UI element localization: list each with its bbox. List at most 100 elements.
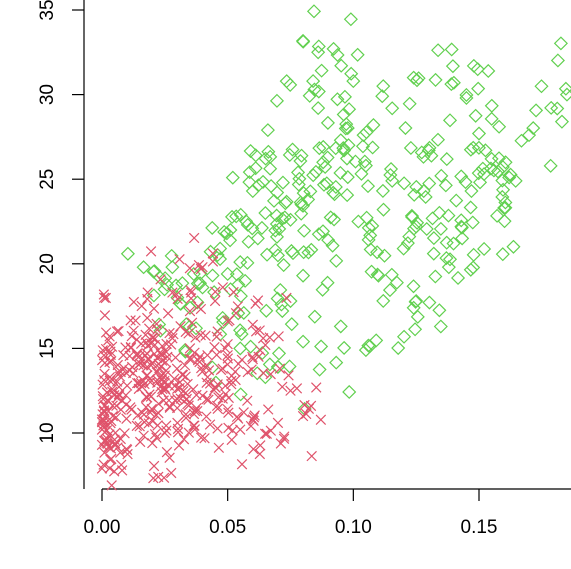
data-point-diamond (391, 340, 406, 356)
data-point-diamond (217, 224, 232, 239)
data-point-diamond (466, 58, 481, 73)
data-point-cross (164, 452, 175, 463)
data-point-cross (148, 472, 159, 484)
data-point-cross (121, 413, 132, 424)
data-point-diamond (402, 96, 417, 111)
data-point-diamond (329, 355, 344, 370)
data-point-diamond (554, 114, 569, 129)
data-point-diamond (270, 248, 285, 263)
data-point-diamond (477, 241, 492, 257)
data-point-diamond (277, 210, 292, 225)
data-point-diamond (269, 229, 285, 244)
data-point-diamond (283, 293, 298, 309)
data-point-diamond (376, 202, 391, 217)
data-point-cross (230, 307, 242, 319)
series-crosses (96, 232, 327, 491)
data-point-cross (98, 289, 110, 300)
data-point-diamond (384, 267, 399, 282)
data-point-cross (220, 388, 231, 400)
data-point-diamond (164, 248, 179, 263)
data-point-cross (161, 425, 172, 436)
data-point-diamond (330, 92, 345, 107)
data-point-diamond (407, 187, 422, 202)
data-point-cross (111, 326, 123, 337)
data-point-diamond (459, 90, 474, 106)
data-point-diamond (325, 238, 340, 253)
data-point-cross (152, 420, 163, 431)
data-point-diamond (316, 177, 332, 192)
data-point-diamond (248, 148, 263, 163)
data-point-diamond (273, 282, 288, 298)
data-point-cross (118, 349, 129, 361)
data-point-diamond (188, 321, 204, 336)
data-point-diamond (146, 264, 161, 279)
data-point-cross (155, 274, 166, 285)
data-point-diamond (343, 12, 358, 27)
y-tick-label: 20 (37, 253, 58, 274)
data-point-diamond (301, 192, 316, 207)
data-point-diamond (498, 200, 513, 215)
data-point-cross (143, 323, 155, 334)
data-point-cross (278, 433, 290, 444)
data-point-cross (184, 305, 196, 317)
data-point-cross (184, 263, 196, 274)
data-point-cross (223, 407, 234, 418)
data-point-diamond (215, 310, 230, 325)
data-point-diamond (550, 53, 565, 68)
data-point-cross (191, 403, 202, 414)
data-point-diamond (471, 81, 486, 96)
data-point-diamond (283, 77, 298, 92)
data-point-cross (112, 359, 124, 371)
data-point-diamond (422, 140, 437, 155)
data-point-cross (135, 358, 146, 369)
data-point-cross (103, 441, 114, 453)
data-point-diamond (369, 333, 384, 348)
data-point-diamond (484, 98, 499, 113)
data-point-diamond (478, 143, 493, 158)
data-point-diamond (336, 141, 351, 156)
data-point-diamond (506, 239, 521, 254)
data-point-cross (190, 332, 201, 343)
data-point-diamond (396, 241, 411, 256)
data-point-cross (297, 410, 309, 422)
data-point-diamond (269, 216, 284, 232)
data-point-diamond (534, 79, 549, 94)
data-point-diamond (357, 154, 372, 169)
data-point-diamond (296, 34, 311, 49)
data-point-diamond (370, 245, 385, 260)
data-point-diamond (274, 297, 289, 312)
data-point-diamond (315, 224, 331, 239)
data-point-cross (113, 325, 124, 337)
data-point-diamond (224, 209, 240, 224)
data-point-cross (128, 296, 140, 308)
data-point-cross (236, 459, 248, 470)
data-point-diamond (363, 228, 378, 243)
data-point-cross (183, 328, 194, 339)
data-point-cross (228, 286, 239, 298)
data-point-diamond (306, 4, 322, 19)
data-point-diamond (439, 152, 454, 167)
data-point-diamond (315, 282, 330, 297)
data-point-cross (126, 330, 137, 342)
data-point-cross (158, 472, 170, 484)
data-point-diamond (514, 133, 529, 148)
data-point-cross (211, 400, 223, 412)
data-point-cross (150, 409, 162, 421)
data-point-cross (127, 367, 139, 379)
data-point-cross (172, 383, 183, 394)
data-point-diamond (360, 179, 376, 194)
data-point-cross (170, 352, 181, 363)
data-point-diamond (438, 178, 453, 193)
data-point-cross (145, 246, 157, 257)
y-tick-label: 35 (37, 0, 58, 21)
data-point-cross (136, 381, 148, 393)
data-point-cross (212, 403, 223, 414)
data-point-diamond (259, 303, 274, 318)
data-point-cross (103, 405, 114, 417)
y-tick-label: 25 (37, 169, 58, 190)
data-point-cross (182, 378, 193, 390)
data-point-cross (135, 377, 147, 389)
data-point-cross (222, 349, 233, 361)
data-point-diamond (294, 206, 309, 221)
data-point-cross (281, 292, 292, 304)
